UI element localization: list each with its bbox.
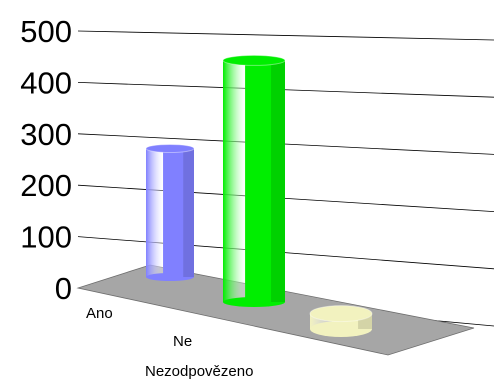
bar-body (146, 148, 194, 277)
bar-bottom-cap (223, 297, 285, 307)
chart-floor (76, 264, 475, 356)
floor-plane (76, 264, 475, 356)
bar-nezodpovězeno (309, 305, 373, 337)
bar-ano (145, 144, 195, 281)
bar-bottom-cap (146, 273, 194, 281)
bar-top-cap (309, 305, 373, 323)
bar-top-cap (145, 144, 195, 153)
y-tick-label: 0 (55, 271, 72, 306)
gridline (77, 133, 494, 155)
gridline (77, 30, 494, 41)
y-tick-label: 200 (20, 168, 72, 203)
bar-bottom-cap (310, 321, 372, 337)
bar-top-cap (222, 54, 286, 66)
gridline (77, 184, 494, 212)
bar-ne (222, 54, 286, 307)
x-axis: Ano Ne Nezodpovězeno (86, 305, 253, 380)
y-tick-label: 500 (20, 14, 72, 49)
x-category-label: Ne (173, 333, 192, 350)
x-category-label: Ano (86, 305, 113, 322)
y-axis: 0 100 200 300 400 500 (20, 14, 72, 306)
bar-body (223, 60, 285, 302)
y-tick-label: 400 (20, 65, 72, 100)
bar-shade (183, 148, 194, 277)
bars (145, 54, 373, 337)
y-tick-label: 100 (20, 220, 72, 255)
gridline (77, 236, 494, 270)
bar-shade (271, 60, 285, 302)
gridline (77, 82, 494, 98)
x-category-label: Nezodpovězeno (145, 363, 253, 380)
y-tick-label: 300 (20, 117, 72, 152)
